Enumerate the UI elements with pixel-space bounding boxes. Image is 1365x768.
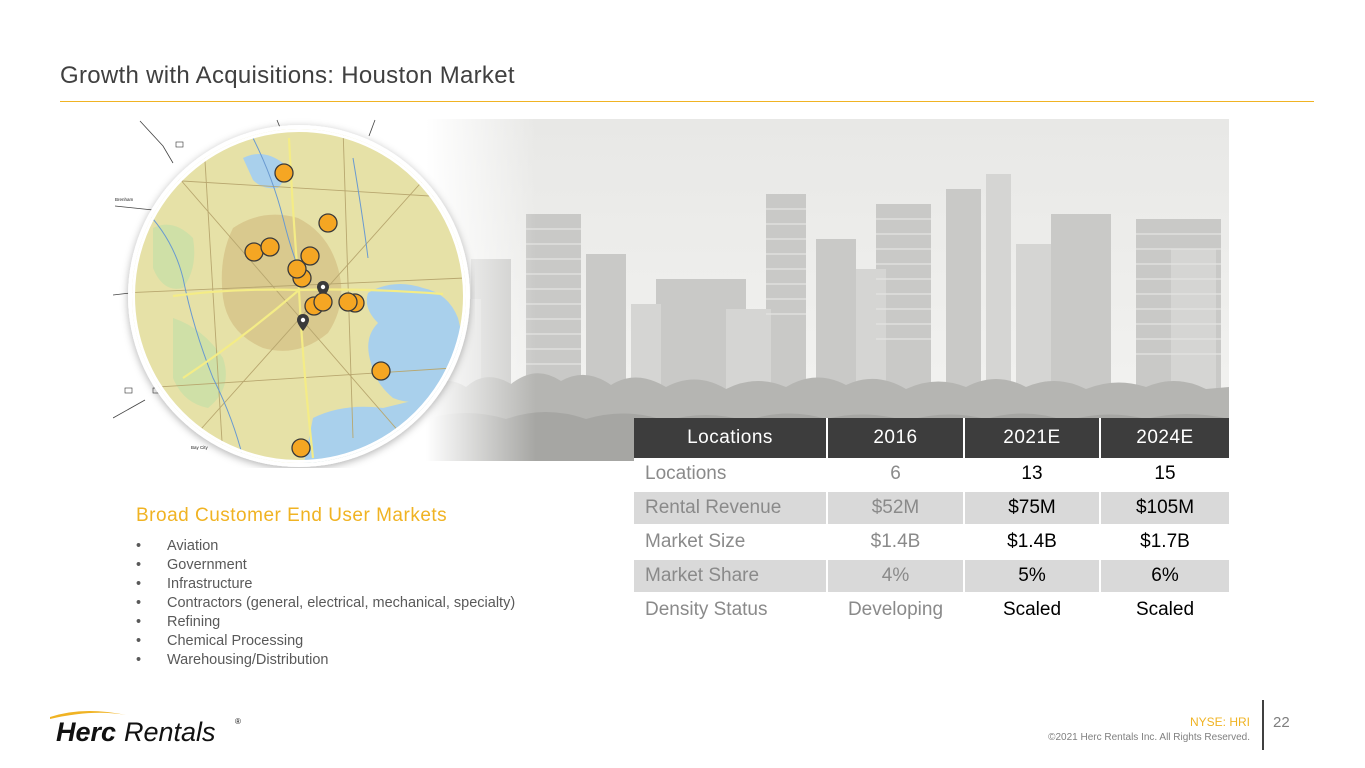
title-divider [60, 101, 1314, 102]
row-label: Locations [634, 458, 828, 492]
logo-swoosh-icon [50, 710, 126, 719]
logo-brand-light: Rentals [124, 717, 216, 747]
list-item-text: Chemical Processing [167, 633, 304, 649]
copyright: ©2021 Herc Rentals Inc. All Rights Reser… [1048, 732, 1250, 743]
bullet: • [136, 633, 142, 649]
location-marker [274, 163, 294, 183]
location-marker [371, 361, 391, 381]
list-item: • Contractors (general, electrical, mecha… [136, 594, 515, 613]
market-metrics-table: Locations 2016 2021E 2024E Locations 6 1… [634, 418, 1229, 628]
footer-divider [1262, 700, 1264, 750]
page-number: 22 [1273, 714, 1290, 731]
table-header-row: Locations 2016 2021E 2024E [634, 418, 1229, 458]
list-item-text: Refining [167, 614, 221, 630]
list-item: • Government [136, 556, 515, 575]
cell-2021e: 13 [964, 458, 1101, 492]
cell-2024e: $1.7B [1100, 525, 1229, 560]
markets-list: • Aviation • Government • Infrastructure • C… [136, 537, 515, 670]
location-marker [291, 438, 311, 458]
cell-2021e: $75M [964, 491, 1101, 526]
cell-2016: $1.4B [827, 525, 965, 560]
list-item: • Warehousing/Distribution [136, 651, 515, 670]
row-label: Market Size [634, 525, 828, 560]
row-label: Density Status [634, 593, 828, 628]
row-label: Market Share [634, 559, 828, 594]
cell-2024e: 6% [1100, 559, 1229, 594]
list-item-text: Infrastructure [167, 576, 253, 592]
location-marker [260, 237, 280, 257]
bullet: • [136, 557, 142, 573]
houston-skyline-image [426, 119, 1229, 461]
list-item: • Chemical Processing [136, 632, 515, 651]
location-marker [244, 242, 264, 262]
cell-2024e: Scaled [1100, 593, 1229, 628]
logo-registered-mark: ® [235, 717, 241, 726]
location-marker [338, 292, 358, 312]
bullet: • [136, 652, 142, 668]
cell-2016: Developing [827, 593, 965, 628]
list-item-text: Government [167, 557, 247, 573]
location-marker [318, 213, 338, 233]
bullet: • [136, 614, 142, 630]
table-row: Locations 6 13 15 [634, 458, 1229, 492]
list-item: • Aviation [136, 537, 515, 556]
location-marker [300, 246, 320, 266]
markets-heading: Broad Customer End User Markets [136, 505, 448, 526]
list-item: • Refining [136, 613, 515, 632]
table-row: Market Share 4% 5% 6% [634, 559, 1229, 594]
location-marker [287, 259, 307, 279]
map-pin-icon [297, 314, 309, 331]
table-row: Density Status Developing Scaled Scaled [634, 593, 1229, 628]
houston-locations-map: Brenham Bay City [112, 118, 475, 468]
cell-2021e: Scaled [964, 593, 1101, 628]
row-label: Rental Revenue [634, 491, 828, 526]
table-row: Rental Revenue $52M $75M $105M [634, 491, 1229, 526]
list-item-text: Aviation [167, 538, 219, 554]
map-label-bay-city: Bay City [191, 445, 209, 450]
list-item-text: Contractors (general, electrical, mechan… [167, 595, 516, 611]
list-item: • Infrastructure [136, 575, 515, 594]
bullet: • [136, 576, 142, 592]
page-title: Growth with Acquisitions: Houston Market [60, 62, 515, 89]
list-item-text: Warehousing/Distribution [167, 652, 329, 668]
cell-2024e: $105M [1100, 491, 1229, 526]
cell-2021e: 5% [964, 559, 1101, 594]
logo-brand-bold: Herc [56, 717, 116, 747]
location-marker [313, 292, 333, 312]
cell-2016: 4% [827, 559, 965, 594]
column-header: 2016 [827, 418, 965, 458]
map-label-brenham: Brenham [115, 197, 134, 202]
cell-2024e: 15 [1100, 458, 1229, 492]
column-header: 2021E [964, 418, 1101, 458]
cell-2016: $52M [827, 491, 965, 526]
column-header: 2024E [1100, 418, 1229, 458]
column-header: Locations [634, 418, 828, 458]
herc-rentals-logo: Herc Rentals ® [48, 708, 248, 748]
stock-ticker: NYSE: HRI [1189, 715, 1250, 729]
bullet: • [136, 595, 142, 611]
bullet: • [136, 538, 142, 554]
cell-2016: 6 [827, 458, 965, 492]
table-row: Market Size $1.4B $1.4B $1.7B [634, 525, 1229, 560]
cell-2021e: $1.4B [964, 525, 1101, 560]
